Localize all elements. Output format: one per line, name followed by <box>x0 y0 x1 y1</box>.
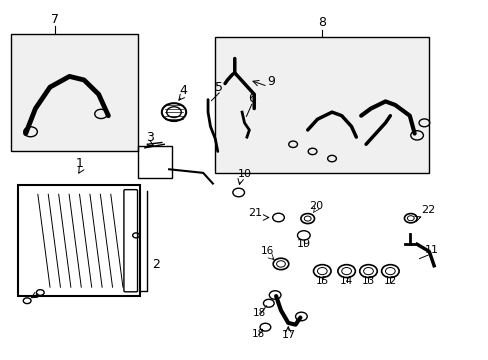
Text: 17: 17 <box>282 330 296 340</box>
Text: 21: 21 <box>247 208 262 218</box>
Text: 10: 10 <box>237 170 251 180</box>
Text: 19: 19 <box>296 239 310 249</box>
Text: 7: 7 <box>51 13 59 26</box>
Text: 8: 8 <box>318 17 325 30</box>
Text: 3: 3 <box>145 131 153 144</box>
Text: 18: 18 <box>251 329 264 339</box>
Text: 14: 14 <box>339 276 352 285</box>
Text: 5: 5 <box>215 81 223 94</box>
FancyBboxPatch shape <box>11 33 137 152</box>
FancyBboxPatch shape <box>215 37 428 173</box>
Text: 11: 11 <box>424 245 438 255</box>
Text: 6: 6 <box>247 92 255 105</box>
Text: 20: 20 <box>309 201 323 211</box>
Text: 4: 4 <box>180 84 187 97</box>
Text: 9: 9 <box>267 75 275 88</box>
Text: 22: 22 <box>420 205 434 215</box>
Text: 12: 12 <box>383 276 396 285</box>
Text: 2: 2 <box>152 257 160 270</box>
Text: 1: 1 <box>75 157 83 171</box>
Text: 13: 13 <box>361 276 374 285</box>
Text: 15: 15 <box>315 276 328 285</box>
Text: 18: 18 <box>252 309 265 319</box>
Text: 16: 16 <box>261 246 274 256</box>
